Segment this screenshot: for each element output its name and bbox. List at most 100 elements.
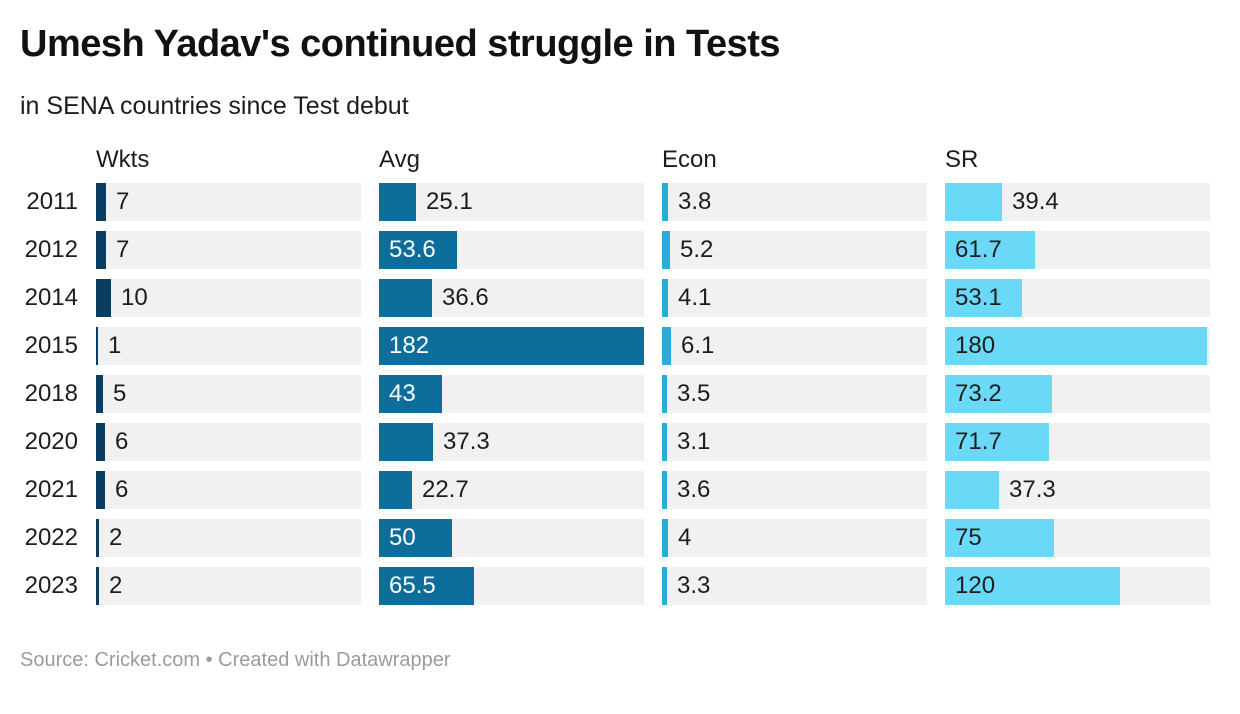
bar-value-label: 71.7	[955, 428, 1002, 455]
bar-cell-sr: 37.3	[945, 471, 1210, 509]
bar-cell-wkts: 1	[96, 327, 361, 365]
bar-value-label: 6	[115, 476, 129, 503]
bar-cell-sr: 180	[945, 327, 1210, 365]
bar-cell-wkts: 2	[96, 519, 361, 557]
bar-cell-econ: 3.3	[662, 567, 927, 605]
bar-cell-econ: 3.5	[662, 375, 927, 413]
bar-value-label: 7	[116, 236, 130, 263]
bar-value-label: 2	[109, 524, 123, 551]
bar-value-label: 25.1	[426, 188, 473, 215]
bar-value-label: 3.1	[677, 428, 711, 455]
bar-value-label: 61.7	[955, 236, 1002, 263]
bar-avg	[379, 375, 442, 413]
bar-avg	[379, 327, 644, 365]
bar-wkts	[96, 519, 99, 557]
bar-value-label: 53.1	[955, 284, 1002, 311]
bar-value-label: 37.3	[443, 428, 490, 455]
bar-wkts	[96, 279, 111, 317]
bar-sr	[945, 519, 1054, 557]
column-header-avg: Avg	[379, 146, 420, 173]
row-year-label: 2020	[24, 428, 78, 455]
column-header-sr: SR	[945, 146, 979, 173]
bar-value-label: 6.1	[681, 332, 715, 359]
bar-value-label: 5.2	[680, 236, 714, 263]
chart-title: Umesh Yadav's continued struggle in Test…	[20, 23, 781, 65]
bar-value-label: 22.7	[422, 476, 469, 503]
bar-cell-econ: 5.2	[662, 231, 927, 269]
bar-cell-sr: 61.7	[945, 231, 1210, 269]
bar-cell-wkts: 7	[96, 231, 361, 269]
bar-cell-avg: 43	[379, 375, 644, 413]
bar-cell-avg: 50	[379, 519, 644, 557]
bar-value-label: 7	[116, 188, 130, 215]
bar-value-label: 6	[115, 428, 129, 455]
bar-avg	[379, 423, 433, 461]
row-year-label: 2023	[24, 572, 78, 599]
bar-value-label: 4	[678, 524, 692, 551]
column-header-row: Wkts Avg Econ SR	[20, 148, 1210, 172]
chart-row: 2018 5 43 3.5 73.2	[20, 375, 1210, 413]
bar-cell-avg: 36.6	[379, 279, 644, 317]
bar-avg	[379, 183, 416, 221]
bar-value-label: 75	[955, 524, 982, 551]
chart-row: 2023 2 65.5 3.3 120	[20, 567, 1210, 605]
bar-cell-econ: 4	[662, 519, 927, 557]
bar-cell-avg: 25.1	[379, 183, 644, 221]
bar-cell-avg: 65.5	[379, 567, 644, 605]
row-year-label: 2018	[24, 380, 78, 407]
bar-wkts	[96, 471, 105, 509]
bar-econ	[662, 231, 670, 269]
row-year-label: 2021	[24, 476, 78, 503]
chart-subtitle: in SENA countries since Test debut	[20, 92, 409, 120]
bar-cell-sr: 53.1	[945, 279, 1210, 317]
bar-wkts	[96, 231, 106, 269]
chart-row: 2021 6 22.7 3.6 37.3	[20, 471, 1210, 509]
column-header-wkts: Wkts	[96, 146, 150, 173]
chart-row: 2012 7 53.6 5.2 61.7	[20, 231, 1210, 269]
bar-sr	[945, 375, 1052, 413]
bar-cell-avg: 53.6	[379, 231, 644, 269]
bar-wkts	[96, 183, 106, 221]
row-year-label: 2011	[26, 188, 78, 215]
row-year-label: 2014	[24, 284, 78, 311]
bar-econ	[662, 423, 667, 461]
bar-value-label: 73.2	[955, 380, 1002, 407]
bar-cell-avg: 182	[379, 327, 644, 365]
bar-wkts	[96, 567, 99, 605]
bar-cell-econ: 3.8	[662, 183, 927, 221]
bar-sr	[945, 327, 1207, 365]
bar-value-label: 5	[113, 380, 127, 407]
row-year-label: 2012	[24, 236, 78, 263]
bar-value-label: 37.3	[1009, 476, 1056, 503]
bar-avg	[379, 471, 412, 509]
chart-rows: 2011 7 25.1 3.8 39.4 2012 7 53.6 5.2 61.7 2014 10 36…	[20, 183, 1210, 605]
chart-row: 2015 1 182 6.1 180	[20, 327, 1210, 365]
bar-cell-wkts: 10	[96, 279, 361, 317]
bar-avg	[379, 231, 457, 269]
bar-cell-avg: 37.3	[379, 423, 644, 461]
bar-wkts	[96, 423, 105, 461]
chart-row: 2011 7 25.1 3.8 39.4	[20, 183, 1210, 221]
bar-value-label: 3.6	[677, 476, 711, 503]
bar-value-label: 182	[389, 332, 430, 359]
row-year-label: 2015	[24, 332, 78, 359]
row-label-spacer	[20, 148, 78, 172]
bar-value-label: 50	[389, 524, 416, 551]
bar-sr	[945, 231, 1035, 269]
bar-value-label: 53.6	[389, 236, 436, 263]
bar-econ	[662, 519, 668, 557]
bar-value-label: 36.6	[442, 284, 489, 311]
bar-cell-econ: 3.6	[662, 471, 927, 509]
bar-econ	[662, 567, 667, 605]
bar-avg	[379, 519, 452, 557]
bar-value-label: 3.5	[677, 380, 711, 407]
bar-cell-sr: 120	[945, 567, 1210, 605]
bar-cell-wkts: 7	[96, 183, 361, 221]
bar-cell-sr: 39.4	[945, 183, 1210, 221]
bar-value-label: 65.5	[389, 572, 436, 599]
bar-sr	[945, 471, 999, 509]
bar-value-label: 2	[109, 572, 123, 599]
bar-sr	[945, 423, 1049, 461]
bar-cell-sr: 73.2	[945, 375, 1210, 413]
chart-row: 2020 6 37.3 3.1 71.7	[20, 423, 1210, 461]
